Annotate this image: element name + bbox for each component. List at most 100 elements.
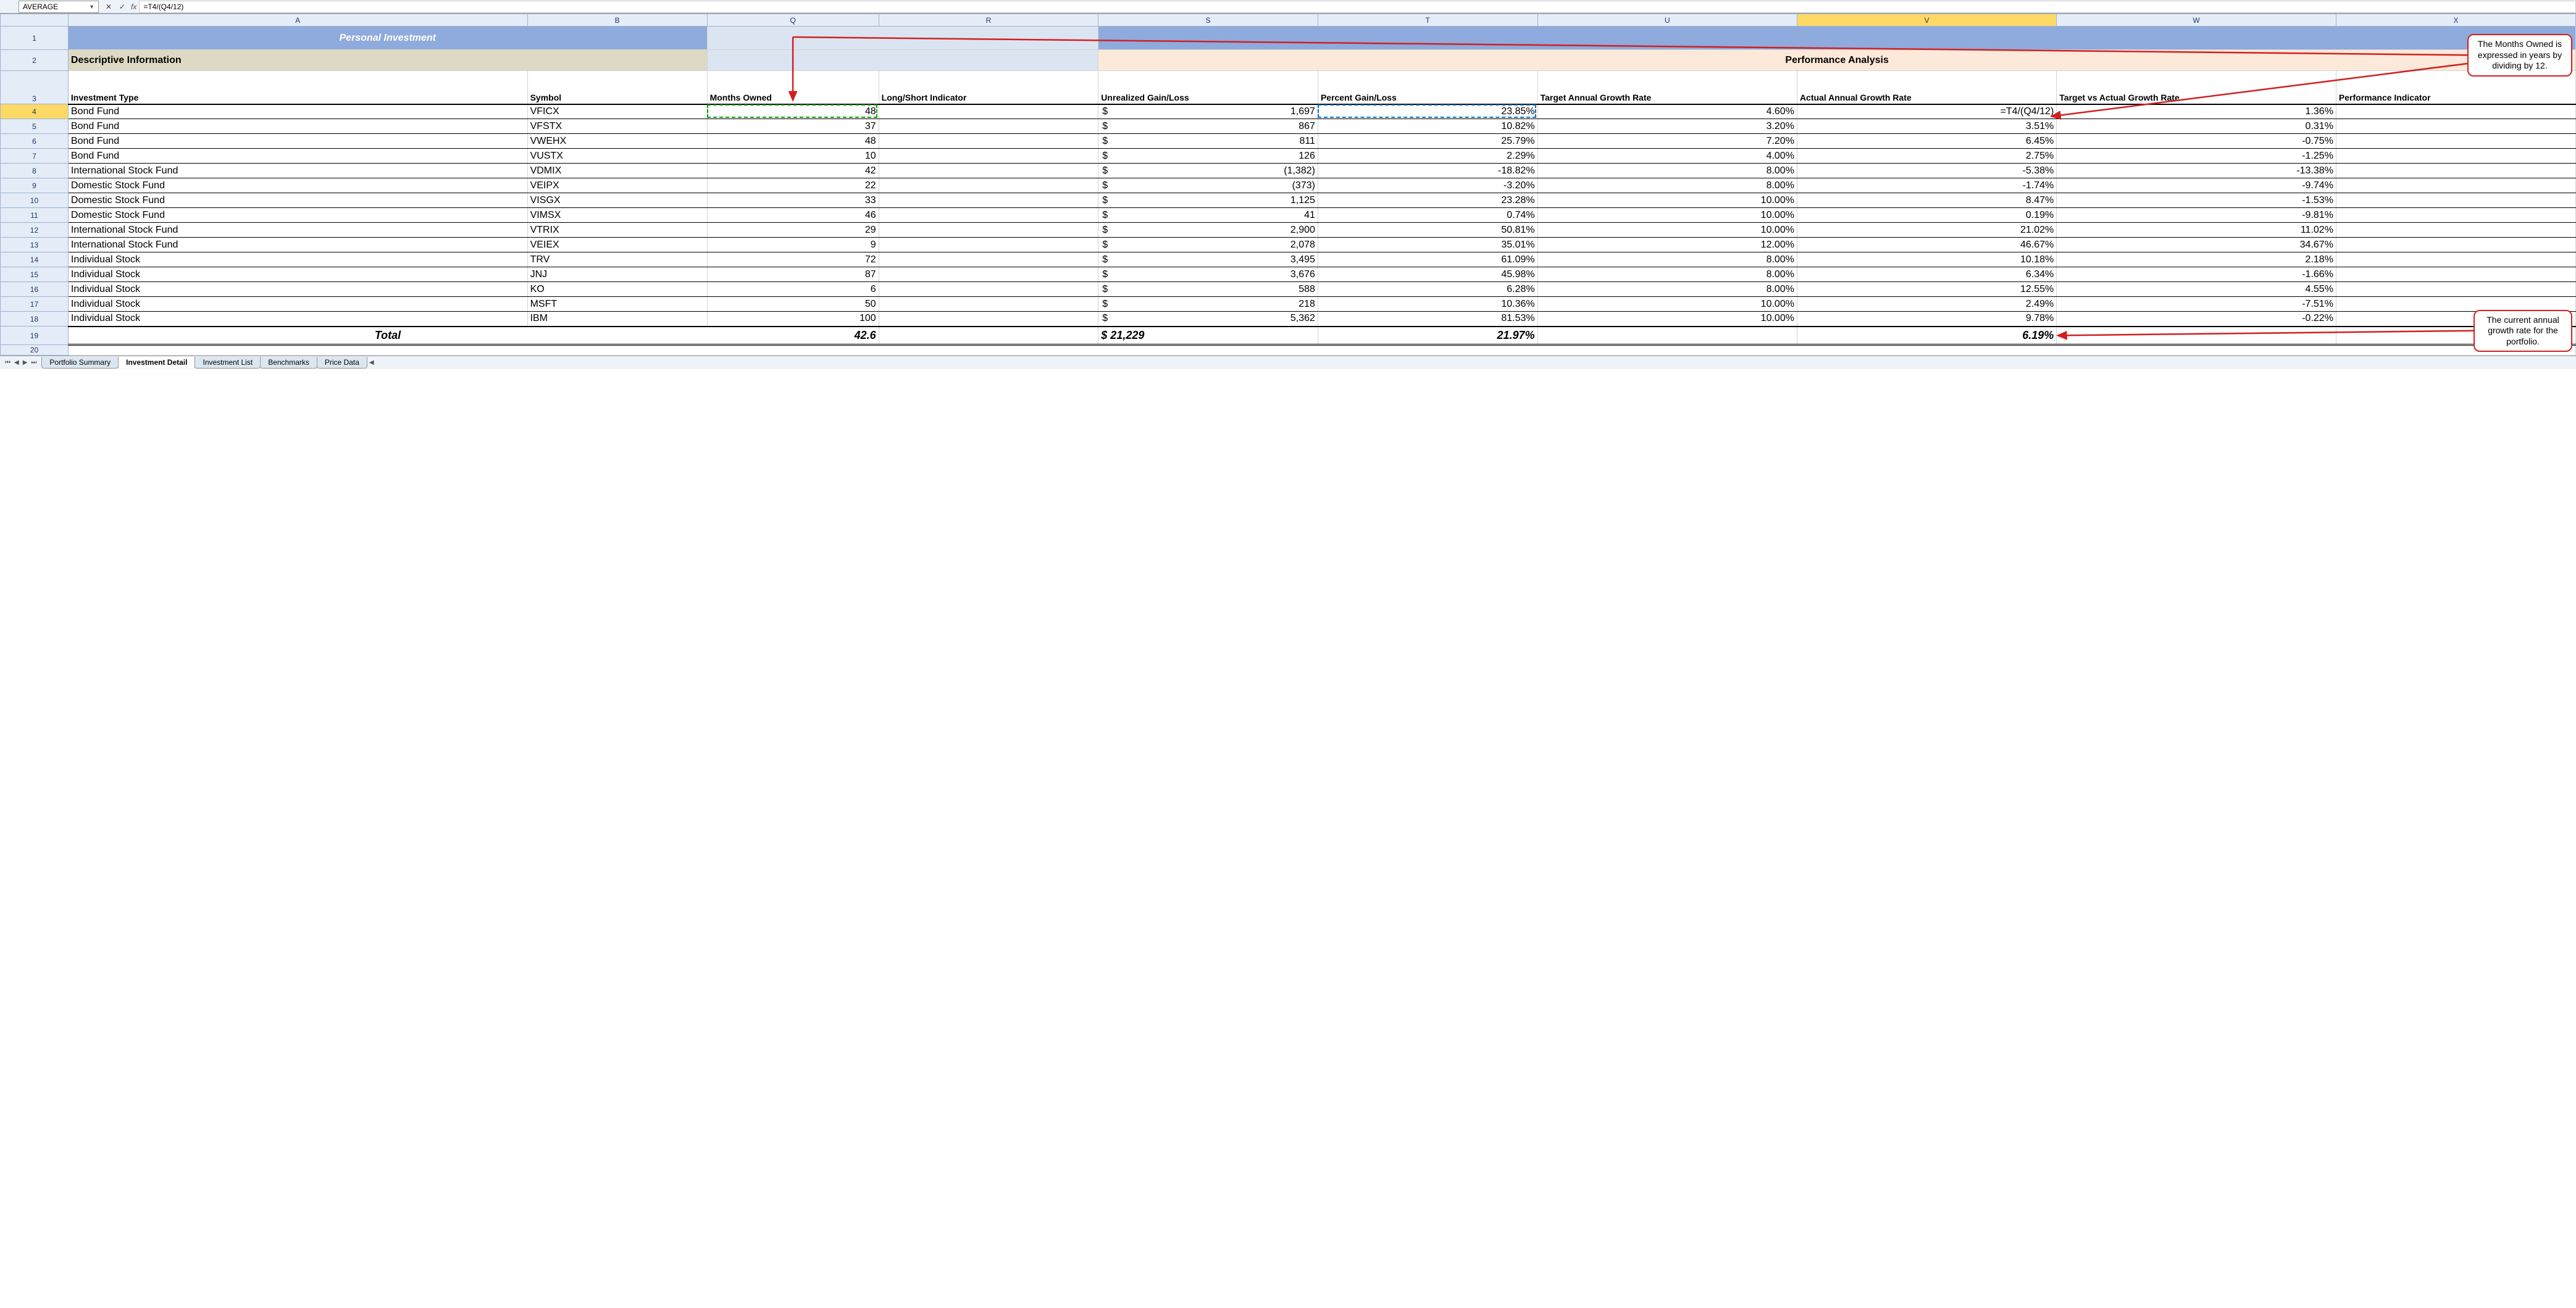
cell-V7[interactable]: 2.75% (1797, 149, 2056, 164)
cell-Q10[interactable]: 33 (707, 193, 879, 208)
cell-W12[interactable]: 11.02% (2057, 223, 2336, 238)
cell-B11[interactable]: VIMSX (527, 208, 707, 223)
cell-V10[interactable]: 8.47% (1797, 193, 2056, 208)
cell-V9[interactable]: -1.74% (1797, 178, 2056, 193)
cell-S18[interactable]: $5,362 (1098, 312, 1318, 327)
cell-B10[interactable]: VISGX (527, 193, 707, 208)
rowhdr-7[interactable]: 7 (1, 149, 69, 164)
cell-X6[interactable] (2336, 134, 2575, 149)
cell-U4[interactable]: 4.60% (1537, 104, 1797, 119)
cell-U15[interactable]: 8.00% (1537, 267, 1797, 282)
cell-A7[interactable]: Bond Fund (68, 149, 527, 164)
cell-X16[interactable] (2336, 282, 2575, 297)
cell-V18[interactable]: 9.78% (1797, 312, 2056, 327)
tab-nav-last-icon[interactable]: ⏭ (30, 359, 38, 366)
cell-A18[interactable]: Individual Stock (68, 312, 527, 327)
cell-A16[interactable]: Individual Stock (68, 282, 527, 297)
cell-T16[interactable]: 6.28% (1318, 282, 1537, 297)
cell-T10[interactable]: 23.28% (1318, 193, 1537, 208)
name-box-dropdown-icon[interactable]: ▼ (89, 4, 94, 10)
cell-W5[interactable]: 0.31% (2057, 119, 2336, 134)
cell-U14[interactable]: 8.00% (1537, 252, 1797, 267)
cell-B18[interactable]: IBM (527, 312, 707, 327)
cell-S9[interactable]: $(373) (1098, 178, 1318, 193)
cell-V8[interactable]: -5.38% (1797, 164, 2056, 178)
cell-V12[interactable]: 21.02% (1797, 223, 2056, 238)
cell-U10[interactable]: 10.00% (1537, 193, 1797, 208)
cell-W8[interactable]: -13.38% (2057, 164, 2336, 178)
rowhdr-1[interactable]: 1 (1, 27, 69, 50)
cell-S8[interactable]: $(1,382) (1098, 164, 1318, 178)
rowhdr-20[interactable]: 20 (1, 345, 69, 356)
rowhdr-12[interactable]: 12 (1, 223, 69, 238)
cell-U16[interactable]: 8.00% (1537, 282, 1797, 297)
cell-W16[interactable]: 4.55% (2057, 282, 2336, 297)
cell-A4[interactable]: Bond Fund (68, 104, 527, 119)
cell-S15[interactable]: $3,676 (1098, 267, 1318, 282)
colhdr-B[interactable]: B (527, 14, 707, 27)
tab-nav-prev-icon[interactable]: ◀ (13, 359, 20, 366)
cell-A12[interactable]: International Stock Fund (68, 223, 527, 238)
rowhdr-17[interactable]: 17 (1, 297, 69, 312)
cell-T6[interactable]: 25.79% (1318, 134, 1537, 149)
cell-Q11[interactable]: 46 (707, 208, 879, 223)
cell-U12[interactable]: 10.00% (1537, 223, 1797, 238)
cell-X12[interactable] (2336, 223, 2575, 238)
cell-U18[interactable]: 10.00% (1537, 312, 1797, 327)
cell-X17[interactable] (2336, 297, 2575, 312)
accept-formula-icon[interactable]: ✓ (117, 2, 127, 11)
cell-B8[interactable]: VDMIX (527, 164, 707, 178)
cell-X8[interactable] (2336, 164, 2575, 178)
colhdr-T[interactable]: T (1318, 14, 1537, 27)
sheet-tab[interactable]: Investment List (194, 357, 261, 369)
cell-X14[interactable] (2336, 252, 2575, 267)
sheet-tab[interactable]: Price Data (317, 357, 367, 369)
cell-V14[interactable]: 10.18% (1797, 252, 2056, 267)
cell-T13[interactable]: 35.01% (1318, 238, 1537, 252)
cell-Q5[interactable]: 37 (707, 119, 879, 134)
cell-V13[interactable]: 46.67% (1797, 238, 2056, 252)
cell-S6[interactable]: $811 (1098, 134, 1318, 149)
cell-A13[interactable]: International Stock Fund (68, 238, 527, 252)
cell-A11[interactable]: Domestic Stock Fund (68, 208, 527, 223)
cell-R13[interactable] (879, 238, 1098, 252)
cell-W15[interactable]: -1.66% (2057, 267, 2336, 282)
sheet-tab[interactable]: Portfolio Summary (41, 357, 119, 369)
cell-W13[interactable]: 34.67% (2057, 238, 2336, 252)
cell-S7[interactable]: $126 (1098, 149, 1318, 164)
sheet-tab[interactable]: Benchmarks (260, 357, 317, 369)
rowhdr-8[interactable]: 8 (1, 164, 69, 178)
rowhdr-14[interactable]: 14 (1, 252, 69, 267)
cell-R8[interactable] (879, 164, 1098, 178)
tab-nav-next-icon[interactable]: ▶ (22, 359, 29, 366)
cell-Q8[interactable]: 42 (707, 164, 879, 178)
cell-U13[interactable]: 12.00% (1537, 238, 1797, 252)
cell-T7[interactable]: 2.29% (1318, 149, 1537, 164)
cell-B7[interactable]: VUSTX (527, 149, 707, 164)
rowhdr-16[interactable]: 16 (1, 282, 69, 297)
cell-T9[interactable]: -3.20% (1318, 178, 1537, 193)
cell-W14[interactable]: 2.18% (2057, 252, 2336, 267)
cell-Q17[interactable]: 50 (707, 297, 879, 312)
cell-S5[interactable]: $867 (1098, 119, 1318, 134)
cell-X11[interactable] (2336, 208, 2575, 223)
cell-A17[interactable]: Individual Stock (68, 297, 527, 312)
cell-T14[interactable]: 61.09% (1318, 252, 1537, 267)
cell-R15[interactable] (879, 267, 1098, 282)
rowhdr-15[interactable]: 15 (1, 267, 69, 282)
colhdr-S[interactable]: S (1098, 14, 1318, 27)
cell-X10[interactable] (2336, 193, 2575, 208)
cell-B14[interactable]: TRV (527, 252, 707, 267)
cell-A10[interactable]: Domestic Stock Fund (68, 193, 527, 208)
cell-R12[interactable] (879, 223, 1098, 238)
cell-W10[interactable]: -1.53% (2057, 193, 2336, 208)
cell-S16[interactable]: $588 (1098, 282, 1318, 297)
cell-R11[interactable] (879, 208, 1098, 223)
cell-T12[interactable]: 50.81% (1318, 223, 1537, 238)
cell-U17[interactable]: 10.00% (1537, 297, 1797, 312)
rowhdr-4[interactable]: 4 (1, 104, 69, 119)
cell-S14[interactable]: $3,495 (1098, 252, 1318, 267)
cell-A15[interactable]: Individual Stock (68, 267, 527, 282)
cell-R18[interactable] (879, 312, 1098, 327)
cell-X4[interactable] (2336, 104, 2575, 119)
